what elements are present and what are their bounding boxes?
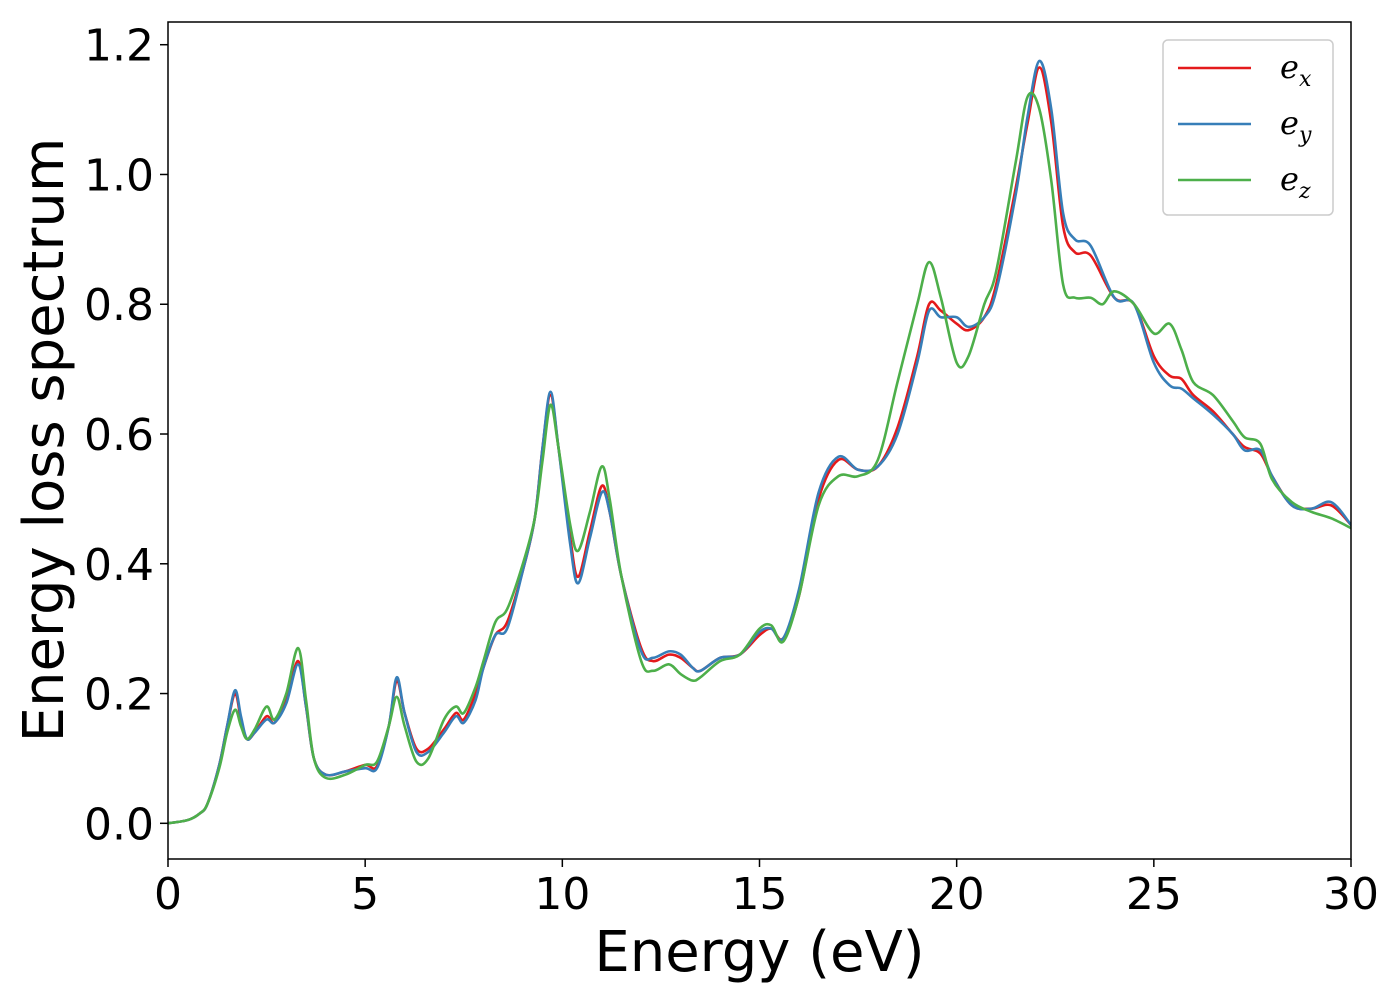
y-tick-label: 0.0 [84,799,154,850]
x-tick-label: 25 [1126,869,1182,920]
legend-label-subscript: y [1298,123,1312,148]
y-tick-label: 0.8 [84,280,154,331]
series-line-e-z [168,91,1351,825]
x-tick-label: 30 [1323,869,1379,920]
x-axis: 0 5 10 15 20 25 30 [154,859,1379,920]
y-tick-label: 0.2 [84,670,154,721]
plot-area-background [168,22,1351,859]
y-tick-label: 0.6 [84,410,154,461]
legend-label-e-z: ez [1280,160,1311,204]
legend-label-base: e [1280,104,1299,142]
x-axis-label: Energy (eV) [594,920,924,985]
y-tick-label: 1.2 [84,21,154,72]
legend-box [1162,39,1334,216]
y-tick-label: 0.4 [84,540,154,591]
legend-label-base: e [1280,48,1299,86]
x-tick-label: 5 [351,869,379,920]
legend-label-e-y: ey [1280,104,1312,148]
legend-label-base: e [1280,160,1299,198]
x-tick-label: 0 [154,869,182,920]
x-tick-label: 10 [534,869,590,920]
y-axis: 0.0 0.2 0.4 0.6 0.8 1.0 1.2 [84,21,168,850]
series-layer [168,59,1351,825]
y-tick-label: 1.0 [84,150,154,201]
legend-label-e-x: ex [1280,48,1312,92]
legend-label-subscript: z [1298,179,1311,204]
legend-label-subscript: x [1299,67,1312,92]
x-tick-label: 15 [732,869,788,920]
x-tick-label: 20 [929,869,985,920]
y-axis-label: Energy loss spectrum [12,138,77,743]
